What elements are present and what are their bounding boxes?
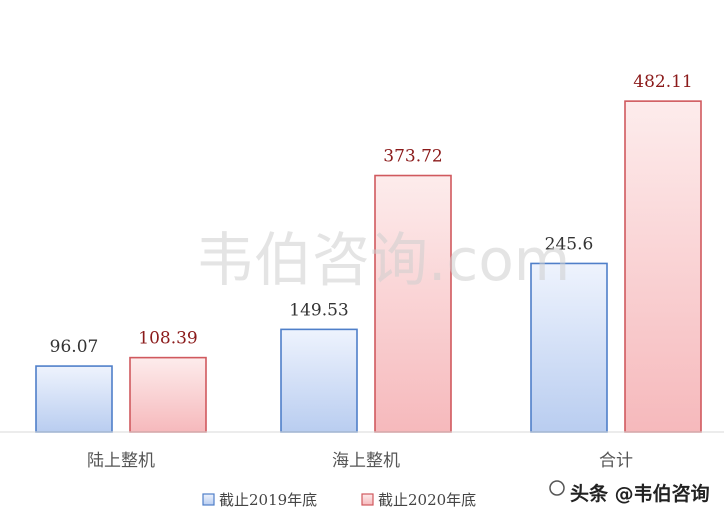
bar-land-2019: [35, 365, 113, 433]
bar-land-2020: [129, 356, 207, 433]
legend-swatch-2020: [361, 493, 374, 506]
data-label-total-2019: 245.6: [545, 234, 594, 254]
legend-label-2020: 截止2020年底: [378, 491, 476, 509]
category-label-total: 合计: [599, 451, 633, 471]
data-label-offshore-2019: 149.53: [289, 300, 348, 320]
bar-offshore-2019: [280, 328, 358, 433]
data-label-land-2020: 108.39: [138, 329, 197, 349]
category-label-offshore: 海上整机: [332, 451, 400, 471]
bar-offshore-2020: [374, 174, 452, 433]
source-badge: 头条 @韦伯咨询: [549, 480, 711, 507]
category-label-land: 陆上整机: [87, 451, 155, 471]
category-axis: 陆上整机 海上整机 合计: [87, 451, 633, 471]
legend-swatch-2019: [202, 493, 215, 506]
legend-label-2019: 截止2019年底: [219, 491, 317, 509]
watermark-text: 韦伯咨询.com: [196, 226, 570, 294]
bar-total-2019: [530, 262, 608, 433]
plot-area: 96.07 108.39 149.53 373.72 245.6 482.11: [35, 72, 702, 433]
badge-text: 头条 @韦伯咨询: [570, 482, 710, 505]
legend: 截止2019年底 截止2020年底: [202, 491, 476, 509]
bar-total-2020: [624, 100, 702, 433]
data-label-land-2019: 96.07: [50, 337, 99, 357]
data-label-total-2020: 482.11: [633, 72, 692, 92]
toutiao-icon: [549, 480, 565, 496]
data-label-offshore-2020: 373.72: [383, 147, 442, 167]
